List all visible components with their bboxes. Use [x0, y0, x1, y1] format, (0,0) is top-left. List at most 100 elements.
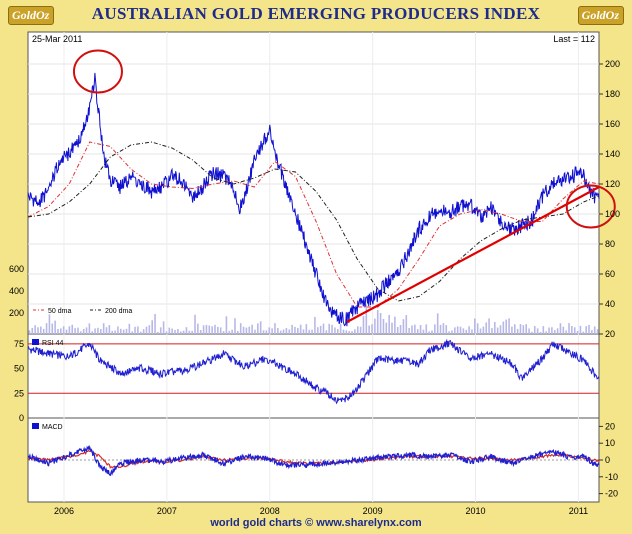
volume-bar [416, 329, 419, 334]
volume-bar [154, 313, 156, 334]
volume-bar [208, 325, 211, 334]
volume-bar [445, 325, 448, 334]
volume-bar [219, 327, 222, 334]
volume-bar [42, 328, 45, 334]
volume-bar [34, 325, 36, 334]
volume-bar [399, 324, 402, 334]
volume-bar [108, 325, 111, 334]
volume-bar [62, 326, 65, 334]
volume-bar [237, 330, 239, 334]
volume-bar [359, 326, 362, 334]
volume-bar [197, 323, 199, 334]
date-label: 25-Mar 2011 [32, 34, 82, 44]
volume-bar [157, 331, 159, 334]
volume-bar [231, 329, 233, 334]
volume-bar [168, 327, 171, 334]
volume-bar [499, 325, 502, 334]
volume-bar [174, 329, 176, 334]
x-tick-label: 2008 [260, 506, 280, 516]
volume-bar [476, 323, 479, 334]
volume-bar [302, 329, 305, 334]
volume-bar [345, 330, 348, 334]
volume-bar [331, 324, 333, 334]
volume-bar [257, 323, 259, 334]
volume-bar [214, 324, 216, 334]
volume-bar [228, 330, 231, 334]
x-tick-label: 2010 [466, 506, 486, 516]
volume-bar [553, 330, 556, 334]
volume-bar [334, 327, 336, 334]
volume-bar [248, 326, 251, 334]
volume-bar [117, 326, 119, 334]
volume-bar [102, 323, 105, 334]
volume-bar [551, 327, 553, 334]
volume-bar [596, 329, 599, 334]
title-bar: GoldOz AUSTRALIAN GOLD EMERGING PRODUCER… [0, 0, 632, 30]
volume-bar [588, 324, 590, 334]
volume-bar [105, 327, 108, 334]
volume-bar [525, 324, 527, 334]
volume-bar [111, 330, 114, 334]
volume-bar [171, 328, 173, 334]
volume-bar [325, 330, 328, 334]
volume-bar [131, 331, 134, 334]
volume-bar [479, 328, 482, 334]
volume-bar [28, 330, 31, 334]
volume-bar [482, 326, 485, 334]
volume-bar [442, 323, 445, 334]
x-tick-label: 2011 [569, 506, 588, 516]
volume-bar [94, 328, 96, 334]
volume-bar [391, 322, 393, 334]
volume-bar [274, 323, 276, 334]
volume-bar [571, 326, 573, 334]
volume-bar [305, 324, 308, 334]
price-tick-label: 140 [605, 149, 620, 159]
volume-bar [474, 318, 476, 334]
volume-bar [496, 327, 499, 334]
volume-bar [159, 327, 162, 334]
volume-bar [151, 320, 153, 334]
volume-bar [374, 318, 376, 334]
macd-tick-label: 0 [605, 455, 610, 465]
volume-bar [462, 328, 465, 334]
price-tick-label: 40 [605, 299, 615, 309]
volume-bar [91, 331, 94, 334]
volume-bar [234, 318, 236, 334]
volume-bar [265, 330, 268, 334]
rsi-tick-label: 50 [14, 364, 24, 374]
volume-bar [122, 329, 125, 334]
price-tick-label: 80 [605, 239, 615, 249]
x-tick-label: 2009 [363, 506, 383, 516]
chart-title: AUSTRALIAN GOLD EMERGING PRODUCERS INDEX [91, 4, 541, 23]
price-tick-label: 120 [605, 179, 620, 189]
volume-bar [336, 328, 339, 334]
macd-tick-label: -10 [605, 472, 618, 482]
dma50-line [27, 141, 600, 308]
volume-bar [294, 326, 296, 334]
price-tick-label: 60 [605, 269, 615, 279]
volume-bar [582, 331, 585, 334]
volume-bar [271, 328, 273, 334]
volume-bar [40, 326, 42, 334]
volume-bar [559, 323, 562, 334]
volume-bar [125, 328, 128, 334]
volume-bar [288, 329, 291, 334]
volume-bar [142, 329, 145, 334]
volume-bar [448, 331, 450, 334]
volume-bar [431, 330, 433, 334]
volume-bar [425, 324, 428, 334]
volume-bar [354, 329, 356, 334]
volume-bar [225, 316, 228, 334]
volume-bar [239, 323, 242, 334]
volume-bar [97, 327, 99, 334]
volume-bars [28, 304, 599, 334]
volume-bar [565, 330, 567, 334]
volume-bar [322, 323, 325, 334]
volume-bar [379, 313, 382, 334]
volume-bar [165, 331, 168, 334]
volume-bar [522, 325, 525, 334]
volume-bar [311, 329, 313, 334]
volume-bar [539, 331, 542, 334]
volume-bar [454, 327, 456, 334]
